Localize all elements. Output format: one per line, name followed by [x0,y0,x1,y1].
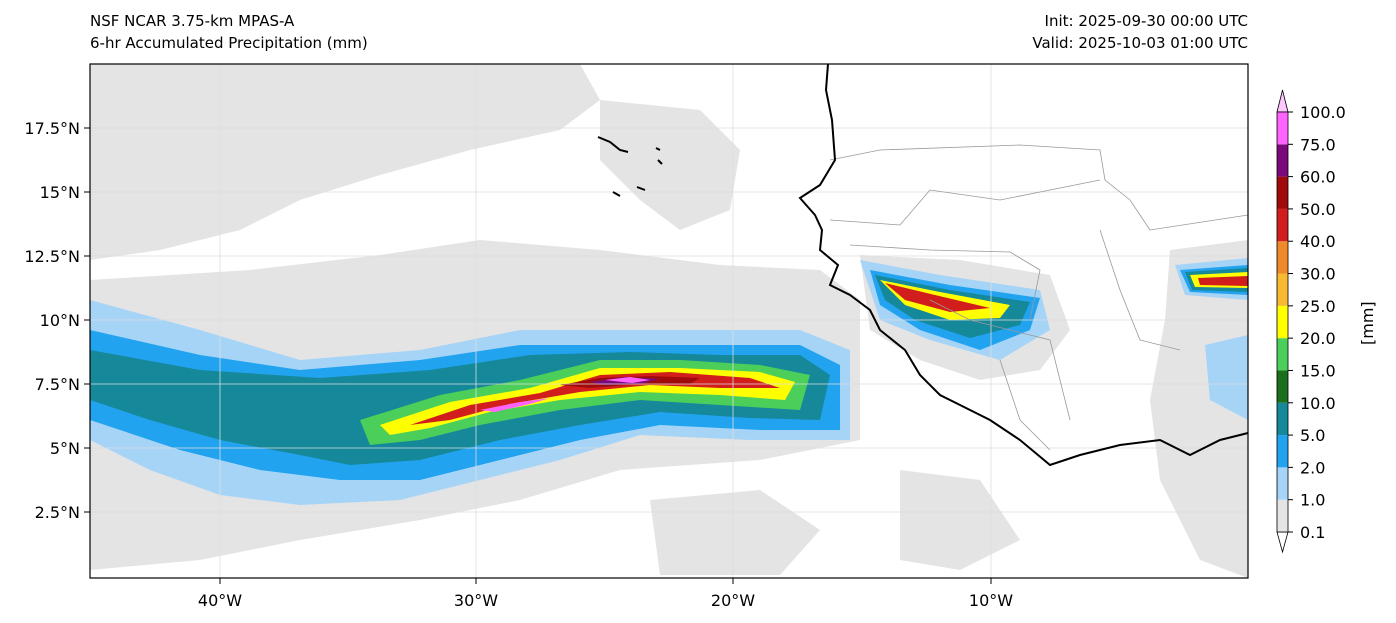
colorbar-swatch [1277,144,1288,177]
lon-label: 20°W [711,591,755,610]
colorbar-level-label: 60.0 [1300,168,1336,187]
title-right: Init: 2025-09-30 00:00 UTC Valid: 2025-1… [1032,10,1248,54]
colorbar-level-label: 50.0 [1300,200,1336,219]
colorbar-labels: 0.1 1.0 2.0 5.0 10.0 15.0 20.0 25.0 30.0 40.0 50.0… [1300,103,1346,542]
coastline [597,63,1249,467]
lat-labels: 17.5°N 15°N 12.5°N 10°N 7.5°N 5°N 2.5°N [24,119,80,522]
title-left: NSF NCAR 3.75-km MPAS-A 6-hr Accumulated… [90,10,368,54]
colorbar-unit: [mm] [1358,301,1377,345]
colorbar-swatch [1277,241,1288,274]
colorbar-level-label: 0.1 [1300,523,1325,542]
colorbar-level-label: 20.0 [1300,329,1336,348]
colorbar-extend-max [1276,89,1289,113]
field-title: 6-hr Accumulated Precipitation (mm) [90,34,368,52]
country-borders [829,144,1249,451]
colorbar-level-label: 2.0 [1300,458,1325,477]
colorbar-level-label: 30.0 [1300,265,1336,284]
colorbar [1276,89,1293,554]
valid-time: Valid: 2025-10-03 01:00 UTC [1032,34,1248,52]
lat-label: 2.5°N [35,503,80,522]
colorbar-level-label: 1.0 [1300,491,1325,510]
colorbar-extend-min [1276,531,1289,554]
colorbar-swatch [1277,499,1288,532]
model-title: NSF NCAR 3.75-km MPAS-A [90,12,295,30]
init-time: Init: 2025-09-30 00:00 UTC [1044,12,1248,30]
colorbar-level-label: 10.0 [1300,394,1336,413]
colorbar-swatch [1277,402,1288,436]
lon-label: 30°W [454,591,498,610]
lon-labels: 40°W 30°W 20°W 10°W [198,591,1013,610]
colorbar-swatch [1277,176,1288,209]
lat-label: 17.5°N [24,119,80,138]
lat-label: 7.5°N [35,375,80,394]
lat-label: 10°N [40,311,80,330]
lat-label: 12.5°N [24,247,80,266]
colorbar-level-label: 15.0 [1300,361,1336,380]
lat-label: 5°N [50,439,80,458]
colorbar-level-label: 75.0 [1300,135,1336,154]
lat-label: 15°N [40,183,80,202]
lon-label: 40°W [198,591,242,610]
colorbar-swatch [1277,435,1288,468]
colorbar-swatch [1277,112,1288,145]
colorbar-level-label: 5.0 [1300,426,1325,445]
colorbar-level-label: 25.0 [1300,297,1336,316]
colorbar-level-label: 100.0 [1300,103,1346,122]
colorbar-swatch [1277,273,1288,306]
colorbar-swatch [1277,208,1288,242]
plot-frame [89,63,1249,579]
colorbar-swatch [1277,305,1288,339]
colorbar-swatch [1277,338,1288,371]
colorbar-swatch [1277,370,1288,403]
colorbar-swatch [1277,467,1288,500]
axis-ticks [84,127,992,584]
graticule [90,64,1248,578]
colorbar-level-label: 40.0 [1300,232,1336,251]
colorbar-frame [1276,111,1289,533]
lon-label: 10°W [969,591,1013,610]
